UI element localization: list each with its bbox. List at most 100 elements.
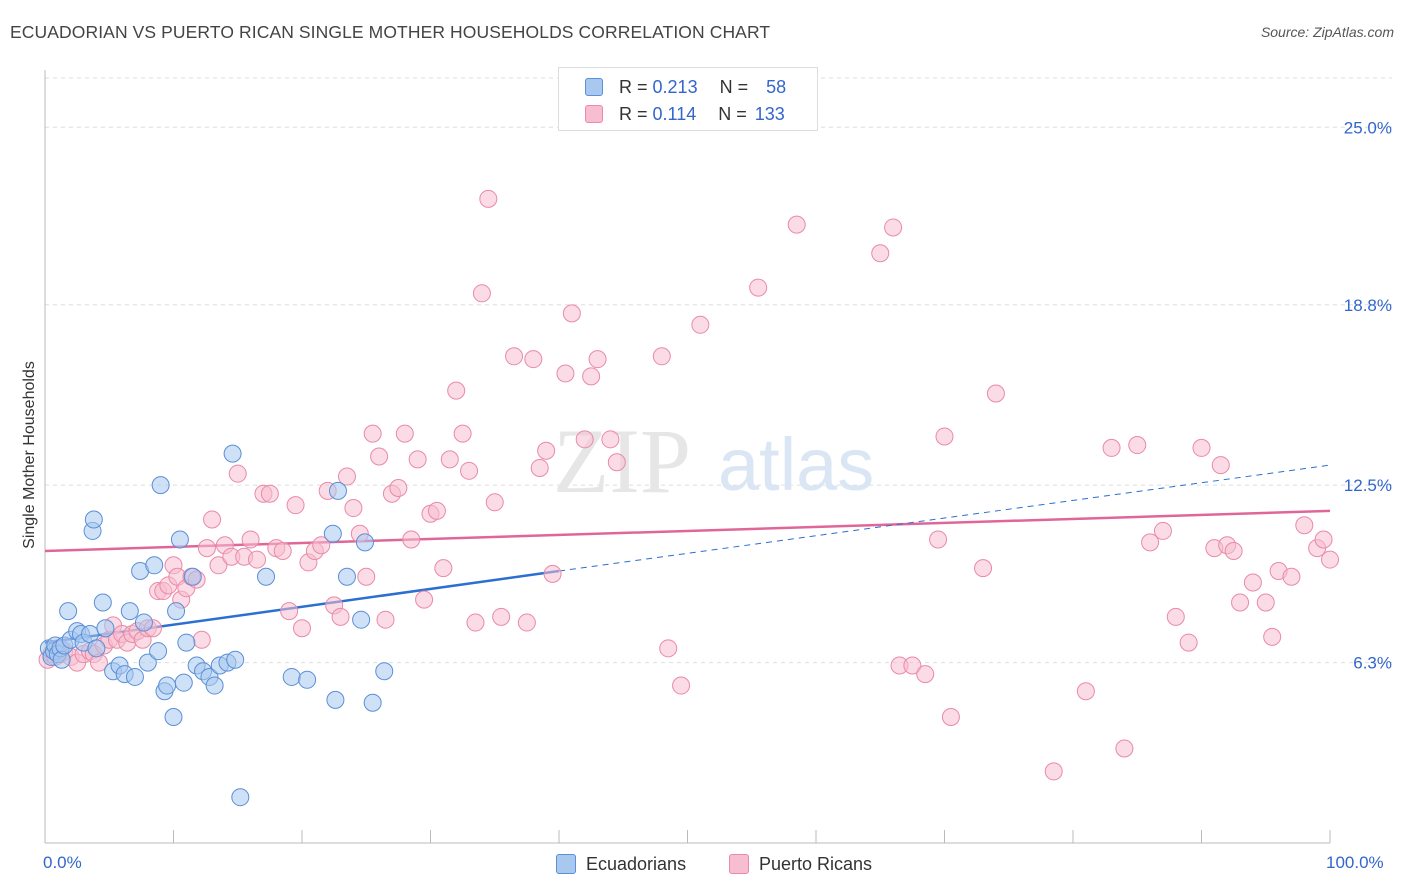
puerto-ricans-point (1044, 762, 1063, 781)
puerto-ricans-point (286, 496, 305, 515)
puerto-ricans-trend-line (44, 509, 1331, 553)
ecuadorians-point (298, 670, 317, 689)
puerto-ricans-point (935, 427, 954, 446)
x-tick-label-max: 100.0% (1326, 853, 1384, 872)
y-tick-label: 18.8% (1344, 296, 1392, 315)
puerto-ricans-point (562, 304, 581, 323)
puerto-ricans-n-value: 133 (754, 103, 785, 124)
ecuadorians-legend-swatch (556, 854, 576, 874)
puerto-ricans-point (530, 458, 549, 477)
puerto-ricans-point (1166, 607, 1185, 626)
puerto-ricans-swatch (585, 105, 603, 123)
legend-row-ecuadorians: R = 0.213 N = 58 (585, 75, 786, 99)
puerto-ricans-point (203, 510, 222, 529)
puerto-ricans-point (472, 284, 491, 303)
n-label: N = (719, 76, 749, 97)
puerto-ricans-r-value: 0.114 (652, 103, 697, 124)
x-tick-label-min: 0.0% (43, 853, 82, 872)
grid-lines (45, 77, 1392, 664)
puerto-ricans-point (582, 367, 601, 386)
y-tick-label: 6.3% (1353, 654, 1392, 673)
ecuadorians-point (205, 676, 224, 695)
puerto-ricans-point (941, 708, 960, 727)
puerto-ricans-point (395, 424, 414, 443)
puerto-ricans-point (517, 613, 536, 632)
puerto-ricans-point (652, 347, 671, 366)
puerto-ricans-point (434, 559, 453, 578)
puerto-ricans-point (1231, 593, 1250, 612)
puerto-ricans-point (1102, 438, 1121, 457)
correlation-legend: R = 0.213 N = 58 R = 0.114 N = 133 (558, 67, 818, 131)
source-label: Source: ZipAtlas.com (1260, 24, 1394, 40)
ecuadorians-point (177, 633, 196, 652)
puerto-ricans-point (749, 278, 768, 297)
puerto-ricans-point (1211, 456, 1230, 475)
puerto-ricans-point (607, 453, 626, 472)
puerto-ricans-point (601, 430, 620, 449)
ecuadorians-point (158, 676, 177, 695)
puerto-ricans-point (466, 613, 485, 632)
ecuadorians-point (96, 619, 115, 638)
ecuadorians-r-value: 0.213 (652, 76, 698, 97)
ecuadorians-point (134, 613, 153, 632)
puerto-ricans-point (1115, 739, 1134, 758)
ecuadorians-point (223, 444, 242, 463)
puerto-ricans-point (929, 530, 948, 549)
puerto-ricans-point (884, 218, 903, 237)
puerto-ricans-point (260, 484, 279, 503)
ecuadorians-point (84, 510, 103, 529)
ecuadorians-point (226, 650, 245, 669)
y-tick-label: 12.5% (1344, 476, 1392, 495)
ecuadorians-point (145, 556, 164, 575)
ecuadorians-point (87, 639, 106, 658)
bottom-legend-ecuadorians: Ecuadorians (556, 852, 686, 876)
puerto-ricans-legend-label: Puerto Ricans (759, 853, 873, 874)
puerto-ricans-point (280, 602, 299, 621)
ecuadorians-point (149, 642, 168, 661)
puerto-ricans-point (986, 384, 1005, 403)
ecuadorians-legend-label: Ecuadorians (586, 853, 687, 874)
puerto-ricans-point (1179, 633, 1198, 652)
puerto-ricans-point (1243, 573, 1262, 592)
puerto-ricans-point (787, 215, 806, 234)
ecuadorians-point (375, 662, 394, 681)
puerto-ricans-point (479, 189, 498, 208)
puerto-ricans-point (1314, 530, 1333, 549)
puerto-ricans-point (537, 441, 556, 460)
puerto-ricans-points (38, 189, 1339, 781)
puerto-ricans-point (241, 530, 260, 549)
puerto-ricans-point (408, 450, 427, 469)
y-tick-label: 25.0% (1344, 118, 1392, 137)
puerto-ricans-point (1192, 438, 1211, 457)
ecuadorians-point (167, 602, 186, 621)
puerto-ricans-point (1128, 436, 1147, 455)
ecuadorians-point (323, 524, 342, 543)
puerto-ricans-point (402, 530, 421, 549)
puerto-ricans-point (453, 424, 472, 443)
puerto-ricans-point (363, 424, 382, 443)
puerto-ricans-point (197, 539, 216, 558)
ecuadorians-point (59, 602, 78, 621)
puerto-ricans-point (344, 499, 363, 518)
puerto-ricans-point (659, 639, 678, 658)
puerto-ricans-point (916, 665, 935, 684)
puerto-ricans-point (1282, 567, 1301, 586)
puerto-ricans-point (974, 559, 993, 578)
puerto-ricans-point (588, 350, 607, 369)
puerto-ricans-point (524, 350, 543, 369)
puerto-ricans-point (337, 467, 356, 486)
puerto-ricans-point (447, 381, 466, 400)
puerto-ricans-point (485, 493, 504, 512)
puerto-ricans-point (389, 478, 408, 497)
ecuadorians-point (138, 653, 157, 672)
puerto-ricans-point (556, 364, 575, 383)
watermark: ZIP atlas (553, 410, 874, 512)
puerto-ricans-point (575, 430, 594, 449)
legend-row-puerto-ricans: R = 0.114 N = 133 (585, 102, 785, 126)
puerto-ricans-point (415, 590, 434, 609)
ecuadorians-point (282, 667, 301, 686)
y-tick-labels: 6.3% 12.5% 18.8% 25.0% (1344, 118, 1392, 672)
ecuadorians-points (39, 444, 394, 807)
puerto-ricans-point (505, 347, 524, 366)
